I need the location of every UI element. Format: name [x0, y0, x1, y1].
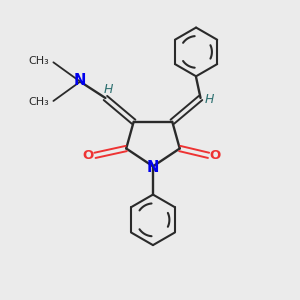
Text: N: N [147, 160, 159, 175]
Text: O: O [83, 149, 94, 162]
Text: CH₃: CH₃ [28, 98, 49, 107]
Text: CH₃: CH₃ [28, 56, 49, 66]
Text: H: H [104, 83, 113, 96]
Text: O: O [209, 149, 221, 162]
Text: N: N [74, 73, 86, 88]
Text: H: H [204, 93, 214, 106]
